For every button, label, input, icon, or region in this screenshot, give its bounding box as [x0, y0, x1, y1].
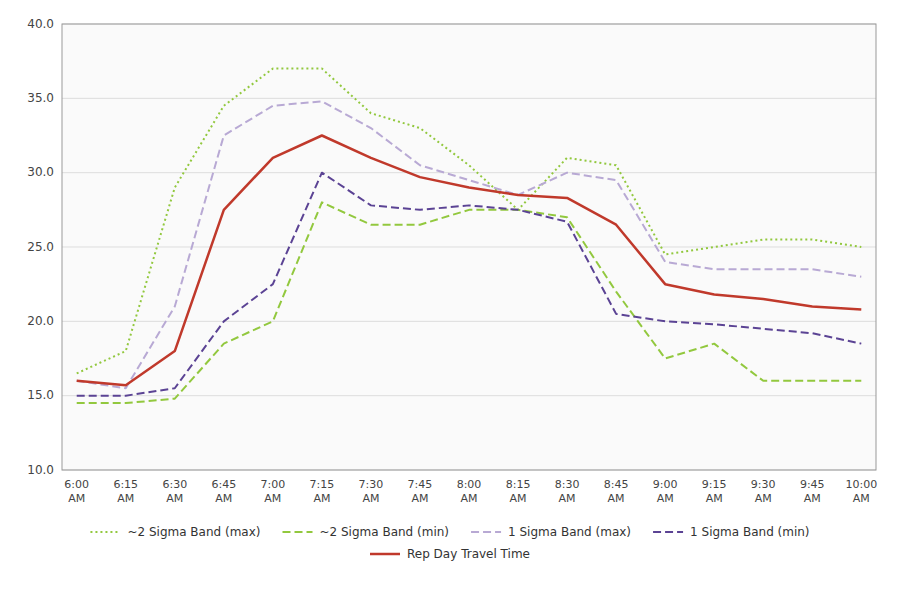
x-tick-label: 9:30AM — [751, 478, 776, 505]
legend-swatch — [653, 531, 683, 533]
y-tick-label: 20.0 — [27, 314, 54, 328]
x-tick-label: 9:00AM — [653, 478, 678, 505]
legend-item: ~2 Sigma Band (max) — [90, 525, 260, 539]
y-tick-label: 15.0 — [27, 388, 54, 402]
x-tick-label: 6:00AM — [64, 478, 89, 505]
x-tick-label: 7:15AM — [310, 478, 335, 505]
x-tick-label: 9:15AM — [702, 478, 727, 505]
legend-swatch — [471, 531, 501, 533]
x-tick-label: 7:45AM — [408, 478, 433, 505]
x-tick-label: 7:00AM — [261, 478, 286, 505]
y-tick-label: 35.0 — [27, 91, 54, 105]
series-line — [77, 173, 862, 396]
x-tick-label: 9:45AM — [800, 478, 825, 505]
x-tick-label: 8:45AM — [604, 478, 629, 505]
x-tick-label: 7:30AM — [359, 478, 384, 505]
legend-label: 1 Sigma Band (max) — [508, 525, 631, 539]
y-tick-label: 30.0 — [27, 165, 54, 179]
legend-item: Rep Day Travel Time — [370, 547, 530, 561]
y-tick-label: 10.0 — [27, 463, 54, 477]
legend-item: 1 Sigma Band (min) — [653, 525, 810, 539]
x-tick-label: 8:00AM — [457, 478, 482, 505]
legend: ~2 Sigma Band (max) ~2 Sigma Band (min) 1 … — [90, 525, 809, 561]
legend-label: 1 Sigma Band (min) — [690, 525, 810, 539]
grid-line — [62, 395, 876, 396]
x-axis: 6:00AM 6:15AM 6:30AM 6:45AM 7:00AM 7:15AM 7:30… — [64, 478, 877, 505]
grid-line — [62, 98, 876, 99]
legend-swatch — [283, 531, 313, 533]
legend-item: ~2 Sigma Band (min) — [283, 525, 450, 539]
y-axis: 10.0 15.0 20.0 25.0 30.0 35.0 40.0 — [27, 17, 876, 477]
legend-swatch — [90, 531, 120, 533]
legend-item: 1 Sigma Band (max) — [471, 525, 631, 539]
plot-frame — [62, 24, 876, 470]
grid-line — [62, 247, 876, 248]
y-tick-label: 40.0 — [27, 17, 54, 31]
series-lines — [77, 69, 862, 404]
legend-swatch — [370, 553, 400, 556]
x-tick-label: 6:45AM — [211, 478, 236, 505]
x-tick-label: 6:15AM — [113, 478, 138, 505]
legend-label: Rep Day Travel Time — [407, 547, 530, 561]
series-line — [77, 136, 862, 386]
x-tick-label: 8:30AM — [555, 478, 580, 505]
y-tick-label: 25.0 — [27, 240, 54, 254]
x-tick-label: 8:15AM — [506, 478, 531, 505]
series-line — [77, 101, 862, 388]
plot-area — [62, 24, 876, 470]
chart: 10.0 15.0 20.0 25.0 30.0 35.0 40.0 6:00AM 6:15AM… — [0, 0, 900, 600]
legend-label: ~2 Sigma Band (min) — [320, 525, 450, 539]
x-tick-label: 10:00AM — [845, 478, 877, 505]
series-line — [77, 202, 862, 403]
legend-label: ~2 Sigma Band (max) — [127, 525, 260, 539]
x-tick-label: 6:30AM — [162, 478, 187, 505]
